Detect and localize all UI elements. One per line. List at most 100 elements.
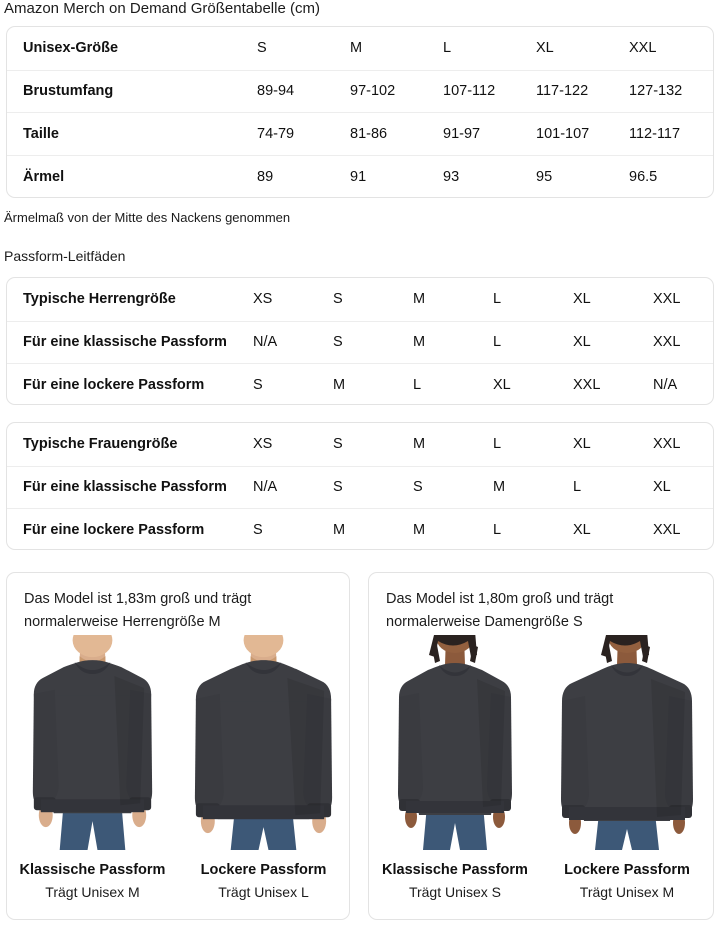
table-header-row: Typische Herrengröße XS S M L XL XXL (7, 278, 713, 321)
row-cell: M (333, 376, 346, 393)
row-cell: M (413, 334, 426, 351)
table-row: Taille 74-79 81-86 91-97 101-107 112-117 (7, 112, 713, 155)
table-row: Für eine lockere Passform S M L XL XXL N… (7, 363, 713, 404)
row-cell: 81-86 (350, 125, 388, 142)
model-footer-women: Klassische Passform Trägt Unisex S Locke… (369, 860, 713, 903)
table-row: Für eine klassische Passform N/A S M L X… (7, 320, 713, 364)
column-header-xxl: XXL (653, 436, 681, 453)
row-label: Für eine klassische Passform (23, 334, 227, 351)
model-figure-relaxed-fit (178, 635, 349, 850)
column-header-s: S (257, 40, 267, 57)
row-cell: 101-107 (536, 125, 590, 142)
row-cell: 91 (350, 168, 367, 185)
model-footer-men: Klassische Passform Trägt Unisex M Locke… (7, 860, 349, 903)
row-cell: L (413, 376, 422, 393)
row-cell: N/A (653, 376, 678, 393)
row-cell: S (333, 479, 343, 496)
row-cell: M (333, 521, 346, 538)
column-header-xl: XL (536, 40, 554, 57)
fit-column-relaxed: Lockere Passform Trägt Unisex M (541, 860, 713, 903)
fit-name: Klassische Passform (19, 862, 166, 878)
row-cell: S (413, 479, 423, 496)
column-header-m: M (413, 291, 426, 308)
row-cell: XXL (653, 521, 681, 538)
column-header-s: S (333, 436, 343, 453)
column-header-l: L (493, 436, 502, 453)
row-cell: S (253, 521, 263, 538)
row-cell: 96.5 (629, 168, 658, 185)
row-label: Für eine lockere Passform (23, 376, 205, 393)
row-cell: N/A (253, 334, 278, 351)
row-cell: XL (573, 334, 591, 351)
row-cell: L (493, 521, 502, 538)
table-row: Für eine lockere Passform S M M L XL XXL (7, 508, 713, 549)
row-cell: 107-112 (443, 83, 496, 100)
fit-wears: Trägt Unisex S (408, 884, 502, 900)
fit-wears: Trägt Unisex M (579, 884, 675, 900)
row-cell: XXL (573, 376, 601, 393)
column-header-label: Unisex-Größe (23, 40, 119, 57)
table-row: Ärmel 89 91 93 95 96.5 (7, 154, 713, 197)
column-header-s: S (333, 291, 343, 308)
model-figure-group (369, 635, 713, 850)
column-header-xl: XL (573, 291, 591, 308)
model-caption: Das Model ist 1,83m groß und trägt norma… (24, 591, 252, 630)
sleeve-measurement-note: Ärmelmaß von der Mitte des Nackens genom… (4, 210, 291, 225)
model-card-men: Das Model ist 1,83m groß und trägt norma… (6, 572, 350, 920)
fit-column-classic: Klassische Passform Trägt Unisex M (7, 860, 178, 903)
row-cell: XL (573, 521, 591, 538)
model-figure-group (7, 635, 349, 850)
row-cell: 93 (443, 168, 460, 185)
fit-name: Lockere Passform (200, 862, 327, 878)
column-header-xl: XL (573, 436, 591, 453)
row-cell: XL (493, 376, 511, 393)
row-label: Für eine klassische Passform (23, 479, 227, 496)
column-header-xxl: XXL (629, 40, 657, 57)
row-cell: S (333, 334, 343, 351)
row-cell: 95 (536, 168, 553, 185)
row-cell: 127-132 (629, 83, 683, 100)
column-header-m: M (413, 436, 426, 453)
fit-wears: Trägt Unisex L (218, 884, 309, 900)
row-cell: S (253, 376, 263, 393)
row-cell: XXL (653, 334, 681, 351)
fit-column-classic: Klassische Passform Trägt Unisex S (369, 860, 541, 903)
column-header-label: Typische Frauengröße (23, 436, 178, 453)
model-figure-classic-fit (7, 635, 178, 850)
row-label: Brustumfang (23, 83, 114, 100)
row-cell: L (573, 479, 582, 496)
unisex-size-table: Unisex-Größe S M L XL XXL Brustumfang 89… (6, 26, 714, 198)
row-label: Ärmel (23, 168, 65, 185)
table-header-row: Typische Frauengröße XS S M L XL XXL (7, 423, 713, 466)
table-header-row: Unisex-Größe S M L XL XXL (7, 27, 713, 70)
column-header-xxl: XXL (653, 291, 681, 308)
row-label: Taille (23, 125, 59, 142)
row-cell: 89-94 (257, 83, 295, 100)
female-model-classic-illustration (398, 635, 512, 850)
column-header-label: Typische Herrengröße (23, 291, 176, 308)
table-row: Brustumfang 89-94 97-102 107-112 117-122… (7, 69, 713, 113)
male-model-relaxed-illustration (194, 635, 333, 850)
page-title: Amazon Merch on Demand Größentabelle (cm… (4, 0, 320, 17)
women-fit-guide-table: Typische Frauengröße XS S M L XL XXL Für… (6, 422, 714, 550)
row-cell: 91-97 (443, 125, 481, 142)
column-header-l: L (493, 291, 502, 308)
row-cell: 74-79 (257, 125, 295, 142)
table-row: Für eine klassische Passform N/A S S M L… (7, 465, 713, 509)
male-model-classic-illustration (32, 635, 153, 850)
row-label: Für eine lockere Passform (23, 521, 205, 538)
row-cell: N/A (253, 479, 278, 496)
female-model-relaxed-illustration (561, 635, 693, 850)
row-cell: M (493, 479, 506, 496)
fit-guides-heading: Passform-Leitfäden (4, 248, 126, 264)
model-caption: Das Model ist 1,80m groß und trägt norma… (386, 591, 614, 630)
model-figure-relaxed-fit (541, 635, 713, 850)
fit-wears: Trägt Unisex M (45, 884, 140, 900)
fit-name: Klassische Passform (382, 862, 528, 878)
fit-name: Lockere Passform (564, 862, 690, 878)
row-cell: M (413, 521, 426, 538)
row-cell: 89 (257, 168, 274, 185)
row-cell: 117-122 (536, 83, 589, 100)
men-fit-guide-table: Typische Herrengröße XS S M L XL XXL Für… (6, 277, 714, 405)
